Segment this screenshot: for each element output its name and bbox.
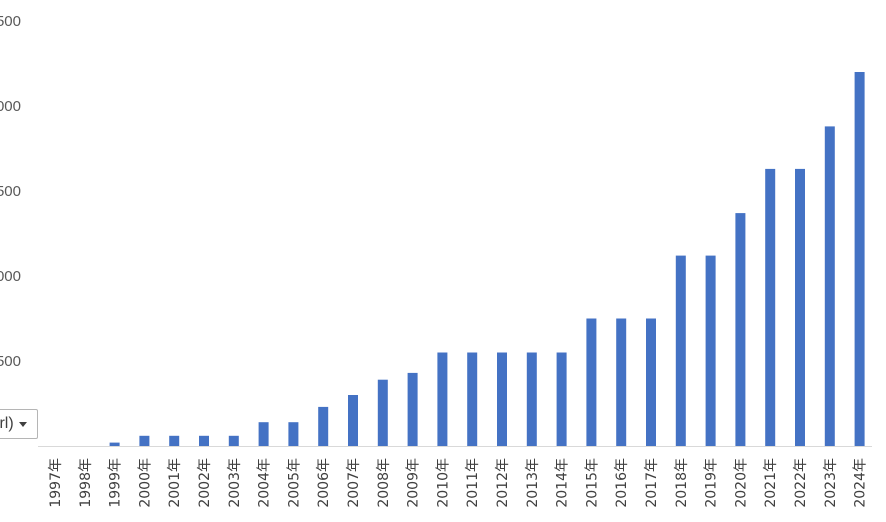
x-category-label: 2008年 [376, 458, 392, 508]
bar [497, 352, 507, 446]
bar [765, 168, 776, 446]
y-tick-label: 2000 [0, 98, 21, 115]
x-category-label: 2006年 [316, 458, 332, 508]
x-category-label: 2016年 [614, 458, 630, 508]
x-category-label: 2000年 [137, 458, 153, 508]
x-category-label: 2012年 [495, 458, 511, 508]
bar [109, 442, 120, 446]
bar [526, 352, 537, 446]
bar [437, 352, 448, 446]
bar [616, 318, 627, 446]
bar [348, 395, 358, 446]
y-tick-label: 2500 [0, 13, 21, 30]
x-category-label: 2023年 [823, 458, 839, 508]
bar [139, 435, 150, 446]
x-category-label: 2024年 [853, 458, 869, 508]
x-category-label: 2021年 [763, 458, 779, 508]
y-tick-label: 1500 [0, 183, 21, 200]
chevron-down-icon [18, 421, 27, 427]
bar [288, 422, 299, 446]
x-category-label: 2003年 [227, 458, 243, 508]
bar [228, 435, 239, 446]
bar [169, 435, 180, 446]
x-category-label: 1997年 [48, 458, 64, 508]
x-category-label: 2017年 [644, 458, 660, 508]
bar [467, 352, 478, 446]
x-category-label: 2001年 [167, 458, 183, 508]
y-tick-label: 500 [0, 353, 21, 370]
bar [705, 255, 716, 446]
bar [675, 255, 686, 446]
bar [318, 406, 329, 446]
x-category-label: 2007年 [346, 458, 362, 508]
x-category-label: 2009年 [406, 458, 422, 508]
y-tick-label: 1000 [0, 268, 21, 285]
x-category-label: 2015年 [584, 458, 600, 508]
bar [199, 435, 209, 446]
x-category-label: 2020年 [733, 458, 749, 508]
x-category-label: 2019年 [704, 458, 720, 508]
x-category-label: 2022年 [793, 458, 809, 508]
x-category-label: 1999年 [108, 458, 124, 508]
x-category-label: 2011年 [465, 458, 481, 508]
x-category-label: 2004年 [257, 458, 273, 508]
bar [556, 352, 567, 446]
bar [407, 372, 418, 446]
bar [795, 168, 805, 446]
paste-options-button[interactable]: trl) [0, 409, 38, 439]
x-category-label: 2005年 [286, 458, 302, 508]
x-category-label: 2014年 [555, 458, 571, 508]
bar [854, 72, 865, 446]
bar [586, 318, 597, 446]
x-category-label: 2002年 [197, 458, 213, 508]
x-category-label: 2013年 [525, 458, 541, 508]
bar [646, 318, 656, 446]
x-category-label: 2018年 [674, 458, 690, 508]
x-category-label: 1998年 [78, 458, 94, 508]
bar [824, 126, 835, 447]
x-category-label: 2010年 [435, 458, 451, 508]
bar [258, 422, 269, 446]
paste-options-label: trl) [0, 415, 14, 432]
bar [735, 213, 746, 446]
bar [377, 379, 388, 446]
